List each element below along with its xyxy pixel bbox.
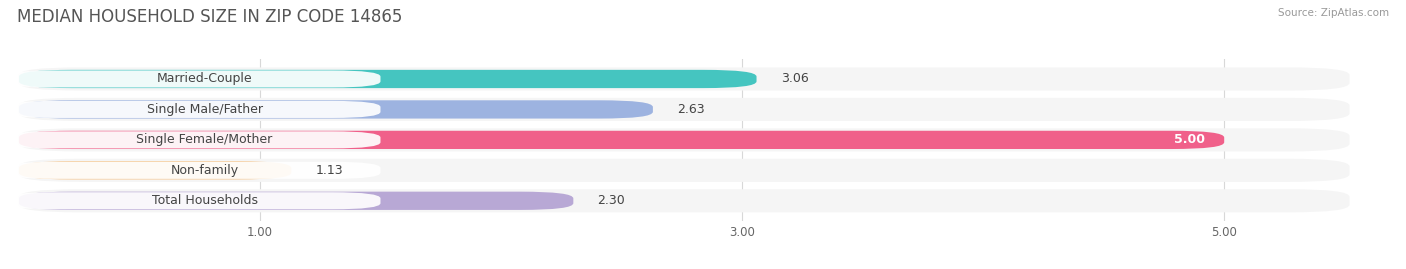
Text: 5.00: 5.00 bbox=[1174, 133, 1205, 146]
Text: Single Female/Mother: Single Female/Mother bbox=[136, 133, 273, 146]
FancyBboxPatch shape bbox=[7, 131, 381, 148]
Text: 1.13: 1.13 bbox=[315, 164, 343, 177]
FancyBboxPatch shape bbox=[18, 68, 1350, 91]
Text: Source: ZipAtlas.com: Source: ZipAtlas.com bbox=[1278, 8, 1389, 18]
FancyBboxPatch shape bbox=[7, 70, 381, 87]
Text: 2.30: 2.30 bbox=[598, 194, 626, 207]
Text: MEDIAN HOUSEHOLD SIZE IN ZIP CODE 14865: MEDIAN HOUSEHOLD SIZE IN ZIP CODE 14865 bbox=[17, 8, 402, 26]
FancyBboxPatch shape bbox=[18, 70, 756, 88]
FancyBboxPatch shape bbox=[18, 128, 1350, 151]
Text: 2.63: 2.63 bbox=[676, 103, 704, 116]
Text: Non-family: Non-family bbox=[170, 164, 239, 177]
FancyBboxPatch shape bbox=[18, 161, 291, 179]
FancyBboxPatch shape bbox=[18, 131, 1225, 149]
FancyBboxPatch shape bbox=[18, 100, 652, 119]
FancyBboxPatch shape bbox=[18, 189, 1350, 212]
FancyBboxPatch shape bbox=[7, 192, 381, 209]
Text: Single Male/Father: Single Male/Father bbox=[146, 103, 263, 116]
FancyBboxPatch shape bbox=[18, 98, 1350, 121]
FancyBboxPatch shape bbox=[18, 159, 1350, 182]
FancyBboxPatch shape bbox=[7, 162, 381, 179]
FancyBboxPatch shape bbox=[18, 192, 574, 210]
Text: Total Households: Total Households bbox=[152, 194, 257, 207]
Text: Married-Couple: Married-Couple bbox=[156, 72, 252, 86]
FancyBboxPatch shape bbox=[7, 101, 381, 118]
Text: 3.06: 3.06 bbox=[780, 72, 808, 86]
